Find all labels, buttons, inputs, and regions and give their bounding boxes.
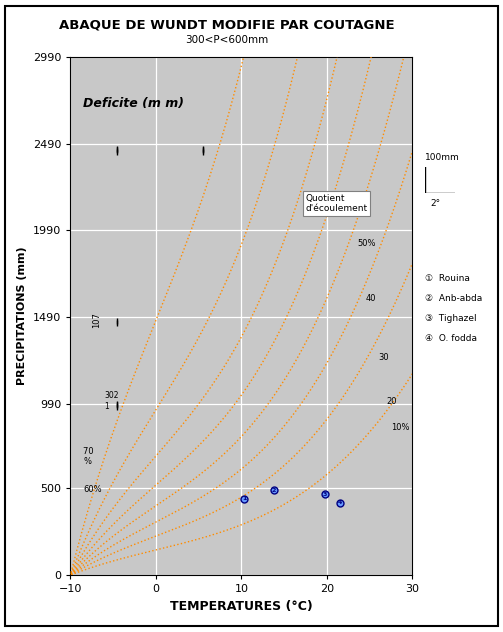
Text: 50%: 50% [357, 239, 375, 248]
Text: 30: 30 [378, 353, 389, 362]
Text: 2°: 2° [430, 199, 440, 208]
Text: Quotient
d'écoulement: Quotient d'écoulement [305, 194, 368, 213]
Text: 2: 2 [272, 488, 276, 493]
Text: 3: 3 [323, 492, 327, 497]
Text: 300<P<600mm: 300<P<600mm [185, 35, 268, 45]
Text: 70 
%: 70 % [83, 447, 97, 466]
Y-axis label: PRECIPITATIONS (mm): PRECIPITATIONS (mm) [18, 246, 28, 386]
Text: 60%: 60% [83, 485, 102, 494]
Text: ABAQUE DE WUNDT MODIFIE PAR COUTAGNE: ABAQUE DE WUNDT MODIFIE PAR COUTAGNE [58, 19, 394, 32]
Text: 100mm: 100mm [425, 154, 460, 162]
Text: Deficite (m m): Deficite (m m) [83, 97, 184, 110]
Text: 107: 107 [92, 312, 101, 327]
Text: 4: 4 [338, 500, 342, 505]
Text: ②  Anb-abda: ② Anb-abda [425, 294, 482, 303]
X-axis label: TEMPERATURES (°C): TEMPERATURES (°C) [170, 600, 313, 612]
Text: 302
1: 302 1 [105, 391, 119, 411]
Text: 20: 20 [387, 396, 397, 406]
Text: ④  O. fodda: ④ O. fodda [425, 334, 477, 343]
Text: 1: 1 [242, 496, 246, 501]
Text: 40: 40 [365, 295, 376, 303]
Text: ①  Rouina: ① Rouina [425, 274, 470, 283]
Text: 10%: 10% [391, 423, 409, 432]
Text: ③  Tighazel: ③ Tighazel [425, 314, 477, 323]
